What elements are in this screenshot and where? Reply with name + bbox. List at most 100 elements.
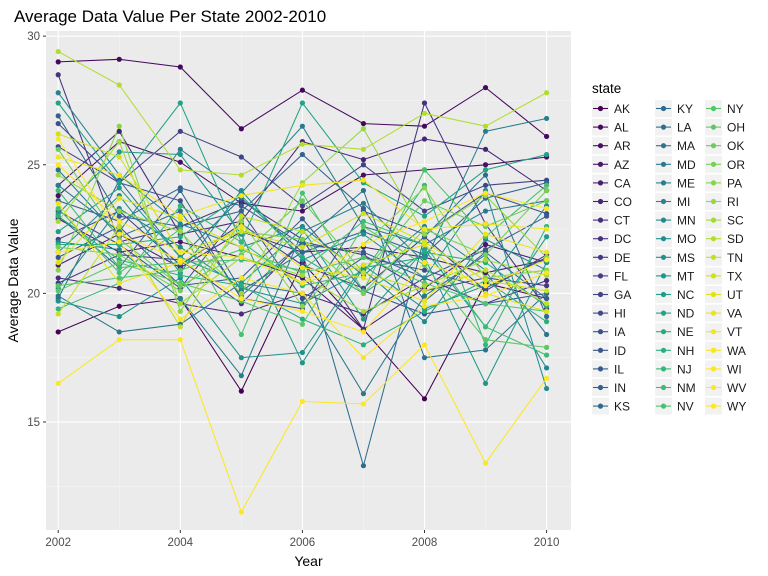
data-point-va <box>360 275 367 281</box>
legend-item-md: MD <box>655 155 696 173</box>
data-point-tn <box>55 311 61 317</box>
data-point-wi <box>55 162 61 168</box>
x-tick-label: 2006 <box>290 537 316 549</box>
data-point-wa <box>177 316 183 322</box>
legend-key-point <box>710 236 717 242</box>
data-point-wa <box>55 249 61 255</box>
legend-label: SC <box>727 214 744 228</box>
data-point-ne <box>299 254 305 260</box>
data-point-al <box>238 126 244 132</box>
data-point-wy <box>116 231 122 237</box>
legend-key-point <box>660 236 667 242</box>
data-point-sd <box>177 167 183 173</box>
x-tick-label: 2004 <box>168 537 194 549</box>
data-point-sd <box>238 172 244 178</box>
legend-item-la: LA <box>655 118 692 136</box>
data-point-ut <box>238 244 244 250</box>
legend-label: AK <box>614 102 630 116</box>
legend-label: IL <box>614 362 624 376</box>
data-point-tn <box>238 213 244 219</box>
legend-item-mn: MN <box>655 211 696 229</box>
data-point-al <box>360 120 367 127</box>
data-point-wa <box>421 303 428 309</box>
data-point-id <box>299 216 305 222</box>
data-point-nd <box>116 180 122 186</box>
data-point-wv <box>360 401 367 407</box>
data-point-wv <box>116 337 122 343</box>
legend-item-ar: AR <box>592 137 631 155</box>
legend-key-point <box>710 124 717 130</box>
data-point-ak <box>116 303 122 309</box>
data-point-ct <box>55 275 61 281</box>
legend-label: DE <box>614 251 631 265</box>
legend-label: VT <box>727 325 743 339</box>
data-point-nc <box>543 234 550 240</box>
data-point-ak <box>238 388 244 394</box>
legend-key-point <box>710 310 717 316</box>
data-point-hi <box>299 295 305 302</box>
data-point-ut <box>360 262 367 268</box>
data-point-md <box>482 208 489 214</box>
data-point-md <box>177 146 183 152</box>
data-point-dc <box>421 100 428 106</box>
legend-label: VA <box>727 307 742 321</box>
data-point-vt <box>543 226 550 232</box>
legend-label: OK <box>727 139 744 153</box>
legend-item-ri: RI <box>705 193 739 210</box>
data-point-mo <box>543 385 550 392</box>
data-point-nj <box>238 239 244 245</box>
axes: 15 20 25 30 2002 2004 2006 2008 2010 Year Average … <box>5 31 559 569</box>
data-point-wi <box>238 254 244 260</box>
data-point-me <box>116 247 122 253</box>
data-point-nd <box>55 100 61 106</box>
legend-item-dc: DC <box>592 230 632 248</box>
chart-title: Average Data Value Per State 2002-2010 <box>14 7 327 26</box>
legend-item-ca: CA <box>592 174 631 192</box>
data-point-ms <box>238 355 244 361</box>
data-point-sd <box>55 48 61 55</box>
data-point-ok <box>421 198 428 204</box>
data-point-sc <box>360 308 367 314</box>
data-point-id <box>55 254 61 260</box>
data-point-vt <box>55 154 61 160</box>
data-point-nh <box>238 283 244 289</box>
legend-item-az: AZ <box>592 155 629 173</box>
legend-label: AZ <box>614 158 629 172</box>
data-point-la <box>482 347 489 353</box>
data-point-ut <box>543 308 550 314</box>
data-point-il <box>360 249 367 255</box>
data-point-ma <box>360 391 367 397</box>
legend-label: FL <box>614 269 628 283</box>
data-point-sd <box>116 82 122 88</box>
data-point-me <box>238 373 244 379</box>
legend-key-point <box>597 105 604 112</box>
data-point-nd <box>482 167 489 173</box>
data-point-mn <box>177 244 183 250</box>
data-point-co <box>116 128 122 134</box>
y-tick-label: 25 <box>27 160 40 172</box>
data-point-az <box>482 241 489 248</box>
legend-key-point <box>597 161 604 167</box>
data-point-tn <box>421 288 428 294</box>
legend-item-in: IN <box>592 379 626 396</box>
data-point-la <box>55 167 61 173</box>
data-point-wi <box>421 218 428 224</box>
data-point-or <box>116 252 122 258</box>
legend-label: ME <box>677 176 695 190</box>
legend-key-point <box>710 347 717 353</box>
data-point-wy <box>177 257 183 263</box>
data-point-ok <box>55 146 61 152</box>
legend-item-vt: VT <box>705 323 743 341</box>
data-point-wy <box>421 259 428 266</box>
data-point-ok <box>299 198 305 204</box>
y-tick-label: 15 <box>27 417 40 429</box>
data-point-sd <box>482 123 489 129</box>
legend-key-point <box>660 403 667 409</box>
data-point-nd <box>421 213 428 219</box>
data-point-va <box>55 200 61 206</box>
legend-item-sd: SD <box>705 230 744 248</box>
data-point-tx <box>360 211 367 217</box>
data-point-nm <box>543 352 550 358</box>
legend-key-point <box>660 161 667 167</box>
data-point-vt <box>177 213 183 219</box>
